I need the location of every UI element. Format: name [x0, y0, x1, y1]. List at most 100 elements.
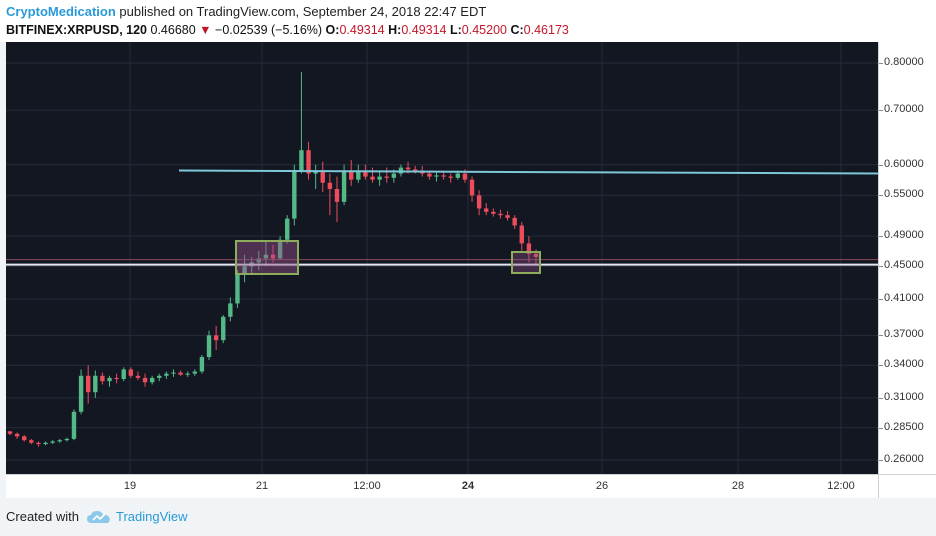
candle — [498, 209, 503, 219]
candle-body — [7, 431, 13, 434]
candle — [263, 241, 269, 267]
candle-body — [57, 440, 62, 442]
time-tick-label: 26 — [595, 480, 609, 492]
candle — [377, 170, 382, 186]
candle-body — [22, 436, 27, 441]
price-tick-label: 0.80000 — [879, 56, 924, 68]
candle-body — [199, 357, 205, 372]
price-tick-label: 0.55000 — [879, 188, 924, 201]
candle — [306, 141, 311, 180]
candle-body — [370, 176, 375, 180]
candle — [107, 375, 112, 387]
created-with-label: Created with — [6, 509, 79, 524]
candle-body — [341, 170, 347, 202]
time-tick-label: 12:00 — [827, 480, 855, 492]
candle — [469, 176, 475, 202]
candle — [121, 367, 126, 382]
candle — [476, 190, 482, 216]
candle — [384, 167, 389, 183]
close-value: 0.46173 — [523, 23, 569, 37]
candlestick-chart[interactable] — [6, 42, 878, 474]
retest-box — [511, 251, 541, 274]
candle-body — [71, 411, 77, 439]
candle — [327, 173, 333, 216]
price-tick-label: 0.31000 — [879, 390, 924, 403]
candle-body — [306, 150, 311, 174]
candle-body — [142, 377, 148, 383]
candle-body — [391, 173, 397, 178]
candle — [50, 440, 55, 445]
candle-body — [256, 258, 261, 263]
axis-corner — [878, 474, 936, 498]
candle — [29, 438, 34, 445]
chart-pane[interactable] — [6, 42, 878, 474]
tradingview-cloud-icon[interactable] — [86, 510, 111, 524]
candle-body — [221, 316, 226, 341]
candle — [356, 164, 361, 183]
candle — [256, 250, 261, 271]
candle-body — [484, 208, 489, 212]
candle-body — [405, 167, 411, 170]
candle-body — [320, 170, 325, 183]
candle — [199, 355, 205, 374]
candle — [71, 409, 77, 441]
price-tick-label: 0.70000 — [879, 103, 924, 116]
candle-body — [512, 217, 517, 226]
price-tick-label: 0.37000 — [879, 328, 924, 341]
candle — [334, 176, 340, 223]
last-price: 0.46680 — [150, 23, 196, 37]
candle — [448, 173, 453, 183]
low-label: L: — [449, 23, 462, 37]
candle-body — [135, 375, 141, 378]
candle — [85, 365, 91, 404]
candle — [64, 437, 70, 442]
time-tick-label: 19 — [123, 480, 137, 492]
candle — [526, 236, 532, 263]
candle-body — [100, 375, 105, 382]
candle-body — [242, 266, 247, 275]
candle-body — [78, 375, 84, 412]
price-axis[interactable]: 0.80000 0.70000 0.60000 0.55000 0.49000 0.450… — [878, 42, 936, 474]
candle — [235, 270, 240, 308]
price-tick-label: 0.34000 — [879, 358, 924, 371]
candle-body — [526, 243, 532, 254]
candle — [171, 369, 176, 377]
candle-body — [334, 188, 340, 202]
author-link[interactable]: CryptoMedication — [6, 4, 116, 19]
candle-body — [356, 170, 361, 180]
candle — [128, 367, 134, 378]
candle-body — [462, 173, 468, 180]
candle — [313, 164, 318, 189]
candle-body — [171, 372, 176, 374]
candle-body — [192, 371, 198, 374]
symbol-line: BITFINEX:XRPUSD, 120 0.46680 ▼ −0.02539 … — [6, 23, 569, 37]
candle-body — [427, 173, 432, 177]
candle — [157, 373, 162, 382]
candle-body — [519, 225, 524, 244]
candle — [370, 167, 375, 183]
candle-body — [441, 175, 446, 177]
candle-body — [50, 441, 55, 443]
time-tick-label: 21 — [255, 480, 269, 492]
time-tick-label: 28 — [731, 480, 745, 492]
candle-body — [299, 150, 304, 171]
candle-body — [327, 182, 333, 189]
breakout-box — [235, 240, 299, 275]
candle-body — [206, 335, 212, 358]
time-axis[interactable]: 19 21 12:00 24 26 28 12:00 — [6, 474, 878, 498]
candle — [149, 375, 155, 385]
candle — [285, 215, 290, 244]
footer: Created with TradingView — [6, 509, 188, 524]
time-tick-label: 12:00 — [353, 480, 381, 492]
candle-body — [384, 176, 389, 178]
time-tick-label: 24 — [461, 480, 475, 492]
open-label: O: — [325, 23, 340, 37]
close-label: C: — [510, 23, 524, 37]
candle — [7, 431, 13, 436]
candle-body — [469, 179, 475, 196]
candle — [484, 203, 489, 216]
candle-body — [292, 170, 297, 219]
tradingview-link[interactable]: TradingView — [115, 509, 188, 524]
candle-body — [93, 375, 98, 393]
candle-body — [263, 254, 269, 259]
